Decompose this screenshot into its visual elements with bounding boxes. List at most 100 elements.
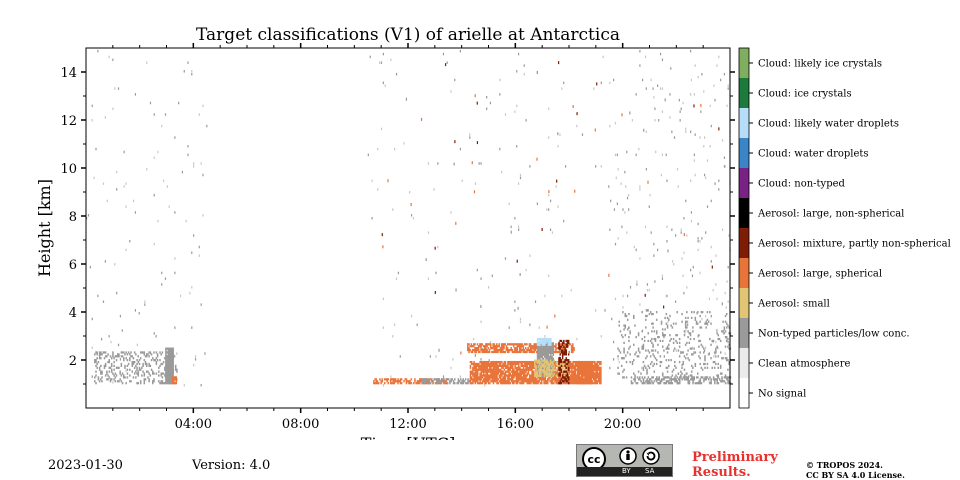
class-pixel [683, 330, 686, 333]
class-pixel [565, 370, 568, 373]
class-pixel [126, 364, 129, 368]
class-pixel [674, 360, 676, 364]
noise-speck [153, 193, 155, 197]
class-pixel [713, 351, 716, 354]
class-pixel [137, 355, 140, 358]
class-pixel [551, 365, 553, 368]
class-pixel [573, 348, 575, 352]
class-pixel [489, 347, 492, 350]
noise-speck [624, 170, 626, 174]
noise-speck [681, 363, 683, 367]
aerosol-speck [664, 98, 666, 102]
class-pixel [686, 378, 688, 381]
class-pixel [698, 339, 700, 343]
class-pixel [555, 350, 557, 354]
class-pixel [649, 339, 652, 343]
noise-speck [715, 283, 717, 286]
class-pixel [567, 364, 570, 368]
class-pixel [551, 359, 553, 362]
class-pixel [686, 341, 688, 344]
noise-speck [125, 248, 127, 252]
class-pixel [520, 372, 522, 375]
class-pixel [536, 378, 538, 381]
class-pixel [557, 380, 560, 383]
class-pixel [522, 348, 525, 352]
class-pixel [640, 372, 642, 375]
class-pixel [481, 364, 484, 368]
class-pixel [96, 362, 98, 366]
class-pixel [462, 382, 464, 385]
class-pixel [600, 360, 602, 364]
noise-speck [504, 113, 507, 116]
noise-speck [119, 314, 122, 318]
class-pixel [509, 364, 512, 368]
class-pixel [540, 372, 542, 376]
class-pixel [706, 322, 709, 325]
class-pixel [500, 343, 503, 346]
class-pixel [590, 370, 592, 373]
noise-speck [125, 369, 127, 373]
class-pixel [393, 380, 396, 383]
noise-speck [713, 355, 715, 358]
class-pixel [554, 376, 556, 379]
class-pixel [543, 361, 546, 364]
class-pixel [586, 378, 589, 381]
class-pixel [539, 357, 541, 360]
class-pixel [138, 359, 141, 362]
class-pixel [623, 341, 625, 344]
class-pixel [126, 359, 129, 362]
noise-speck [454, 78, 456, 82]
class-pixel [498, 345, 500, 348]
class-pixel [684, 343, 687, 346]
noise-speck [636, 283, 638, 286]
class-pixel [417, 380, 420, 383]
noise-speck [91, 375, 93, 378]
class-pixel [446, 378, 449, 381]
class-pixel [544, 348, 546, 351]
class-pixel [681, 320, 683, 323]
class-pixel [504, 343, 506, 346]
class-pixel [173, 376, 175, 379]
noise-speck [705, 314, 707, 318]
class-pixel [101, 370, 103, 373]
class-pixel [532, 376, 535, 379]
class-pixel [504, 366, 507, 369]
class-pixel [542, 365, 545, 368]
class-pixel [503, 368, 506, 371]
class-pixel [499, 374, 502, 377]
class-pixel [525, 378, 527, 381]
noise-speck [134, 211, 137, 214]
class-pixel [143, 380, 146, 383]
class-pixel [663, 378, 665, 381]
class-pixel [589, 360, 591, 364]
class-pixel [579, 360, 581, 364]
noise-speck [644, 225, 647, 229]
class-pixel [547, 374, 549, 378]
class-pixel [563, 341, 565, 344]
class-pixel [502, 372, 504, 375]
class-pixel [567, 359, 570, 362]
class-pixel [491, 347, 493, 350]
noise-speck [716, 329, 718, 332]
class-pixel [476, 348, 479, 352]
class-pixel [587, 362, 590, 366]
class-pixel [171, 355, 173, 358]
class-pixel [565, 357, 568, 360]
class-pixel [544, 359, 547, 362]
class-pixel [700, 382, 703, 385]
class-pixel [692, 330, 694, 333]
noise-speck [676, 168, 679, 171]
noise-speck [671, 130, 673, 134]
class-pixel [584, 368, 586, 371]
class-pixel [581, 374, 584, 377]
class-pixel [139, 357, 142, 360]
class-pixel [554, 360, 556, 364]
class-pixel [727, 382, 729, 385]
class-pixel [148, 362, 150, 366]
class-pixel [642, 366, 645, 369]
class-pixel [107, 374, 109, 377]
class-pixel [551, 348, 553, 351]
class-pixel [671, 326, 674, 329]
class-pixel [585, 362, 588, 366]
class-pixel [716, 332, 718, 335]
